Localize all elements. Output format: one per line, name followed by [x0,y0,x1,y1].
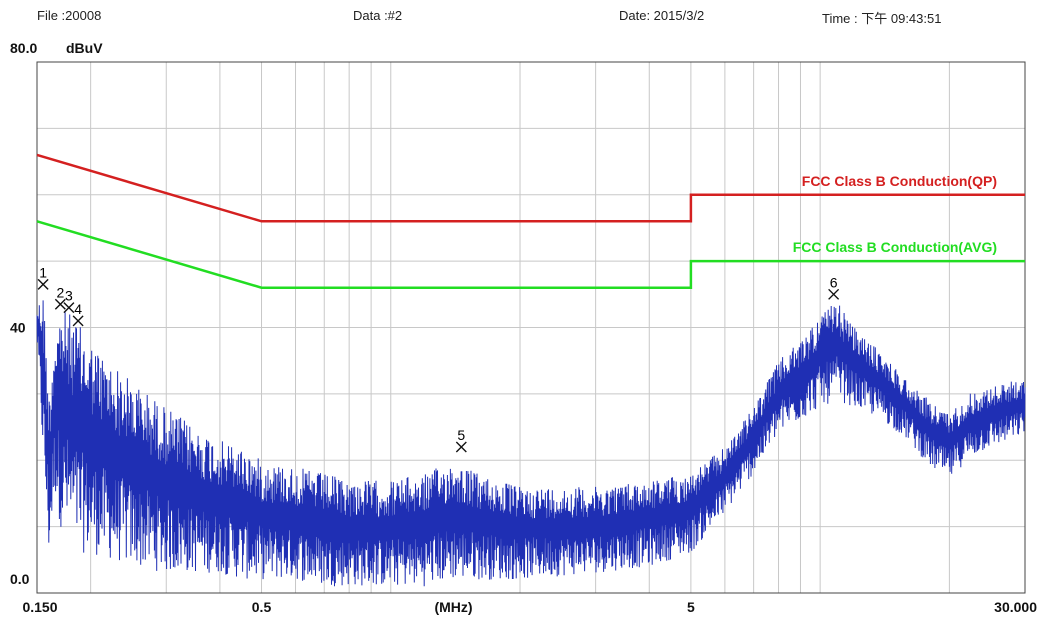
y-tick-label: 0.0 [10,571,30,587]
avg-limit-label: FCC Class B Conduction(AVG) [793,239,997,255]
peak-markers: 12 34 5 6 [37,264,840,453]
peak-marker-cross [72,315,84,327]
peak-marker-cross [63,302,75,314]
peak-marker: 3 [63,288,75,314]
y-tick-label: 40 [10,320,26,336]
x-unit-label: (MHz) [434,599,472,615]
peak-marker: 5 [455,427,467,453]
spectrum-trace-line [36,300,1026,587]
time-label: Time : 下午 09:43:51 [822,11,942,26]
peak-marker-label: 1 [39,264,47,280]
peak-marker: 6 [828,274,840,300]
avg-limit-line [36,220,1025,289]
peak-marker: 1 [37,264,49,290]
peak-marker-cross [455,441,467,453]
spectrum-trace [36,300,1026,587]
limit-lines: FCC Class B Conduction(QP) FCC Class B Co… [36,153,1025,289]
qp-limit-line [36,153,1025,223]
peak-marker-cross [37,278,49,290]
peak-marker-label: 6 [830,274,838,290]
axis-labels: 80.0 40 0.0 dBuV 0.150 0.5 5 30.000 (MHz) [10,40,1037,615]
peak-marker-cross [828,288,840,300]
x-tick-label: 0.5 [252,599,272,615]
data-label: Data :#2 [353,8,403,23]
peak-marker-label: 4 [74,301,82,317]
peak-marker-label: 2 [56,284,64,300]
x-tick-label: 0.150 [22,599,57,615]
qp-limit-label: FCC Class B Conduction(QP) [802,173,997,189]
y-unit-label: dBuV [66,40,103,56]
date-label: Date: 2015/3/2 [619,8,705,23]
x-tick-label: 30.000 [994,599,1037,615]
file-label: File :20008 [37,8,102,23]
peak-marker: 4 [72,301,84,327]
peak-marker-label: 5 [457,427,465,443]
peak-marker-label: 3 [65,288,73,304]
y-tick-label: 80.0 [10,40,37,56]
peak-marker-cross [54,298,66,310]
peak-marker: 2 [54,284,66,310]
x-tick-label: 5 [687,599,695,615]
